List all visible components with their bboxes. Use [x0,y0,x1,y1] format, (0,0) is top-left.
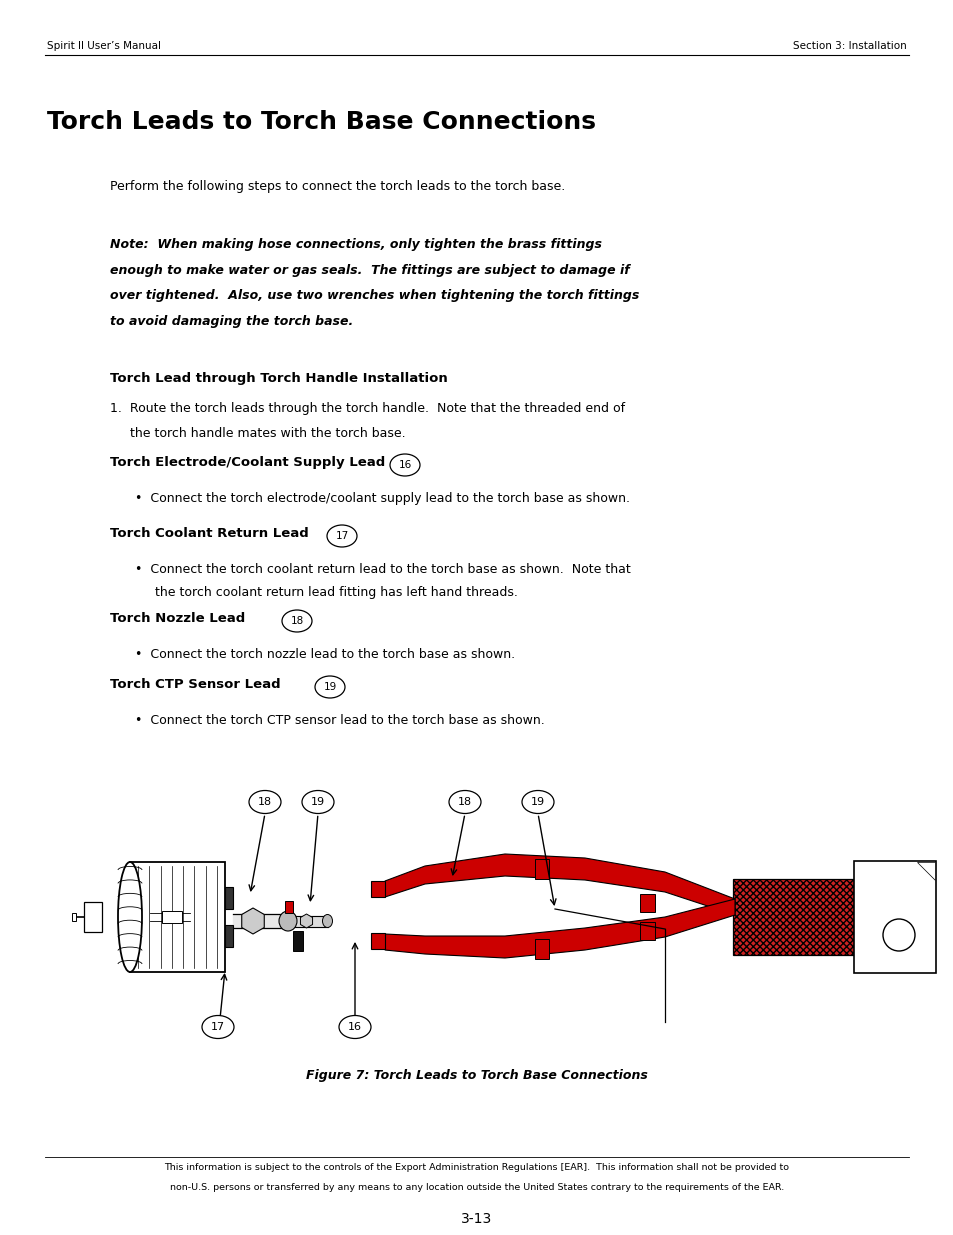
Text: the torch handle mates with the torch base.: the torch handle mates with the torch ba… [110,427,405,440]
Text: 16: 16 [398,459,411,471]
Text: Torch Nozzle Lead: Torch Nozzle Lead [110,613,245,625]
FancyBboxPatch shape [853,861,935,973]
FancyBboxPatch shape [225,887,233,909]
Text: •  Connect the torch coolant return lead to the torch base as shown.  Note that: • Connect the torch coolant return lead … [135,563,630,576]
FancyBboxPatch shape [130,862,225,972]
Text: •  Connect the torch CTP sensor lead to the torch base as shown.: • Connect the torch CTP sensor lead to t… [135,714,544,727]
FancyBboxPatch shape [371,881,385,897]
Text: •  Connect the torch electrode/coolant supply lead to the torch base as shown.: • Connect the torch electrode/coolant su… [135,492,629,505]
Polygon shape [385,899,734,958]
Text: 18: 18 [457,797,472,806]
Text: Figure 7: Torch Leads to Torch Base Connections: Figure 7: Torch Leads to Torch Base Conn… [306,1070,647,1082]
Ellipse shape [249,790,281,814]
FancyBboxPatch shape [225,925,233,947]
Text: •  Connect the torch nozzle lead to the torch base as shown.: • Connect the torch nozzle lead to the t… [135,648,515,661]
FancyBboxPatch shape [535,939,548,960]
Ellipse shape [327,525,356,547]
Text: 18: 18 [257,797,272,806]
Text: Spirit II User’s Manual: Spirit II User’s Manual [47,41,161,51]
Ellipse shape [202,1015,233,1039]
Text: the torch coolant return lead fitting has left hand threads.: the torch coolant return lead fitting ha… [154,585,517,599]
Ellipse shape [282,610,312,632]
Circle shape [882,919,914,951]
Text: enough to make water or gas seals.  The fittings are subject to damage if: enough to make water or gas seals. The f… [110,263,629,277]
Text: Torch Leads to Torch Base Connections: Torch Leads to Torch Base Connections [47,110,596,135]
Polygon shape [916,862,934,881]
Text: 19: 19 [311,797,325,806]
Ellipse shape [521,790,554,814]
Text: Torch Electrode/Coolant Supply Lead: Torch Electrode/Coolant Supply Lead [110,456,385,469]
Ellipse shape [338,1015,371,1039]
Text: 17: 17 [335,531,348,541]
FancyBboxPatch shape [84,902,102,932]
FancyBboxPatch shape [371,932,385,948]
Text: 3-13: 3-13 [461,1212,492,1226]
Ellipse shape [449,790,480,814]
Polygon shape [241,908,264,934]
Text: Torch CTP Sensor Lead: Torch CTP Sensor Lead [110,678,280,692]
Text: 19: 19 [531,797,544,806]
Ellipse shape [118,862,142,972]
Text: Perform the following steps to connect the torch leads to the torch base.: Perform the following steps to connect t… [110,180,565,193]
Text: Section 3: Installation: Section 3: Installation [792,41,906,51]
Text: over tightened.  Also, use two wrenches when tightening the torch fittings: over tightened. Also, use two wrenches w… [110,289,639,303]
Text: 1.  Route the torch leads through the torch handle.  Note that the threaded end : 1. Route the torch leads through the tor… [110,403,624,415]
FancyBboxPatch shape [639,894,655,911]
Ellipse shape [302,790,334,814]
Text: 19: 19 [323,682,336,692]
FancyBboxPatch shape [732,879,856,955]
Text: non-U.S. persons or transferred by any means to any location outside the United : non-U.S. persons or transferred by any m… [170,1183,783,1192]
Text: 16: 16 [348,1023,361,1032]
Ellipse shape [278,911,296,931]
Polygon shape [300,914,313,927]
Ellipse shape [314,676,345,698]
Text: to avoid damaging the torch base.: to avoid damaging the torch base. [110,315,353,327]
FancyBboxPatch shape [535,860,548,879]
FancyBboxPatch shape [284,902,293,913]
Ellipse shape [322,914,333,927]
FancyBboxPatch shape [293,931,302,951]
FancyBboxPatch shape [71,913,76,921]
Polygon shape [385,853,734,915]
Text: Torch Coolant Return Lead: Torch Coolant Return Lead [110,527,309,540]
Ellipse shape [390,454,419,475]
Text: 18: 18 [290,616,303,626]
Text: Note:  When making hose connections, only tighten the brass fittings: Note: When making hose connections, only… [110,238,601,251]
Text: Torch Lead through Torch Handle Installation: Torch Lead through Torch Handle Installa… [110,372,447,385]
Text: 17: 17 [211,1023,225,1032]
Text: This information is subject to the controls of the Export Administration Regulat: This information is subject to the contr… [164,1163,789,1172]
FancyBboxPatch shape [162,911,182,923]
FancyBboxPatch shape [639,923,655,940]
